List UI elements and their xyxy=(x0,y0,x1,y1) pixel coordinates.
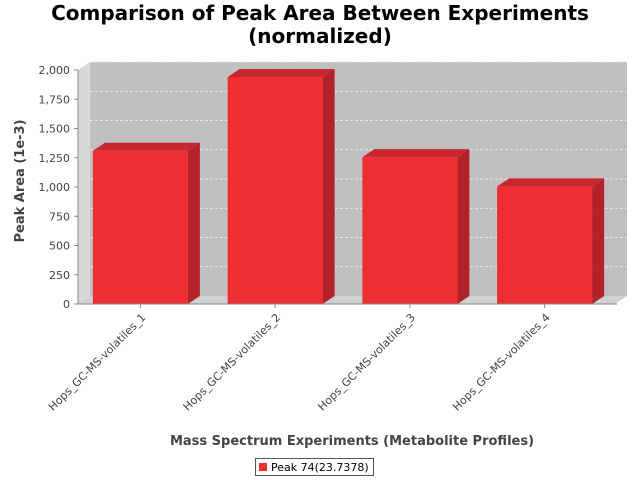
bar xyxy=(362,149,470,304)
chart-title-line-2: (normalized) xyxy=(248,24,392,48)
bar-top xyxy=(497,178,605,187)
legend: Peak 74(23.7378) xyxy=(255,458,374,476)
y-tick-label: 750 xyxy=(49,210,70,223)
bar-side xyxy=(592,178,605,304)
bar-front xyxy=(92,150,188,304)
x-axis: Hops_GC-MS-volatiles_1 Hops_GC-MS-volatil… xyxy=(46,303,617,414)
y-axis-title: Peak Area (1e-3) xyxy=(13,119,28,242)
bar-top xyxy=(227,69,335,78)
y-tick-label: 1,000 xyxy=(39,181,71,194)
y-tick-label: 2,000 xyxy=(39,64,71,77)
chart-title-line-1: Comparison of Peak Area Between Experime… xyxy=(51,1,589,25)
bar-front xyxy=(227,77,323,305)
bar xyxy=(92,142,200,304)
x-axis-title: Mass Spectrum Experiments (Metabolite Pr… xyxy=(170,434,534,449)
bar-side xyxy=(187,142,200,304)
y-tick-label: 0 xyxy=(63,298,70,311)
bar-front xyxy=(497,186,593,304)
bar-top xyxy=(362,149,470,158)
bars xyxy=(92,69,605,305)
legend-swatch xyxy=(259,463,267,471)
plot-floor xyxy=(78,296,627,304)
bar xyxy=(227,69,335,305)
bar xyxy=(497,178,605,304)
x-tick-label: Hops_GC-MS-volatiles_1 xyxy=(46,311,149,414)
y-tick-label: 250 xyxy=(49,269,70,282)
bar-top xyxy=(92,142,200,151)
y-tick-label: 1,250 xyxy=(39,152,71,165)
x-tick-label: Hops_GC-MS-volatiles_3 xyxy=(315,311,418,414)
bar-side xyxy=(457,149,470,304)
y-axis: 0 250 500 750 1,000 1,250 1,500 1,750 2,000 xyxy=(39,64,79,311)
bar-side xyxy=(322,69,335,305)
y-tick-label: 1,750 xyxy=(39,93,71,106)
x-tick-label: Hops_GC-MS-volatiles_2 xyxy=(181,311,284,414)
chart-title: Comparison of Peak Area Between Experime… xyxy=(0,2,640,48)
legend-label: Peak 74(23.7378) xyxy=(271,460,369,474)
y-tick-label: 1,500 xyxy=(39,123,71,136)
x-tick-label: Hops_GC-MS-volatiles_4 xyxy=(450,311,553,414)
y-tick-label: 500 xyxy=(49,240,70,253)
plot-left-wall xyxy=(78,62,90,304)
bar-front xyxy=(362,157,458,304)
